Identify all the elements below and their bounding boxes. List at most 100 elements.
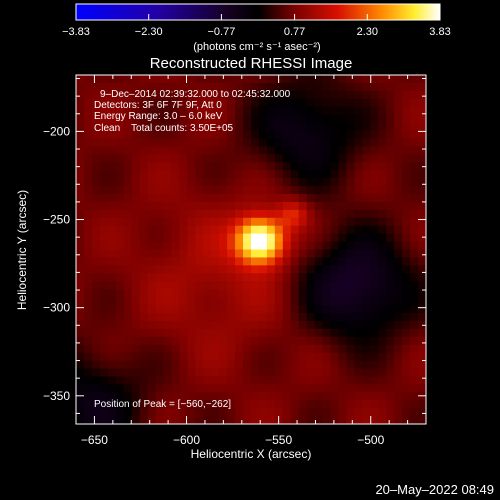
heatmap-cell [418, 344, 426, 354]
heatmap-cell [203, 265, 212, 274]
heatmap-cell [99, 162, 109, 171]
heatmap-cell [187, 416, 196, 424]
heatmap-cell [115, 233, 125, 243]
heatmap-cell [402, 154, 411, 163]
heatmap-cell [251, 257, 260, 266]
heatmap-cell [163, 114, 173, 124]
heatmap-cell [91, 336, 101, 346]
heatmap-cell [235, 186, 244, 195]
heatmap-cell [354, 312, 363, 322]
heatmap-cell [107, 106, 117, 116]
heatmap-cell [378, 297, 387, 306]
heatmap-cell [243, 273, 252, 282]
heatmap-cell [410, 106, 419, 116]
heatmap-cell [179, 273, 188, 282]
heatmap-cell [338, 75, 348, 84]
heatmap-cell [258, 138, 268, 147]
heatmap-cell [298, 186, 308, 195]
heatmap-cell [251, 98, 260, 108]
heatmap-cell [179, 305, 188, 314]
heatmap-cell [306, 289, 316, 298]
heatmap-cell [123, 249, 133, 259]
heatmap-cell [314, 281, 324, 290]
heatmap-cell [338, 368, 348, 378]
heatmap-cell [306, 320, 316, 330]
heatmap-cell [338, 138, 348, 147]
heatmap-cell [115, 193, 125, 203]
heatmap-cell [131, 273, 141, 282]
heatmap-cell [330, 400, 340, 409]
heatmap-cell [147, 233, 157, 243]
heatmap-cell [378, 122, 387, 132]
heatmap-cell [251, 90, 260, 100]
heatmap-cell [195, 241, 204, 251]
heatmap-cell [322, 122, 332, 132]
heatmap-cell [370, 400, 379, 409]
heatmap-cell [139, 178, 149, 187]
heatmap-cell [76, 75, 85, 84]
heatmap-cell [330, 217, 340, 227]
heatmap-cell [155, 106, 165, 116]
heatmap-cell [83, 320, 93, 330]
heatmap-cell [83, 336, 93, 346]
heatmap-cell [99, 344, 109, 354]
heatmap-cell [187, 178, 196, 187]
heatmap-cell [163, 249, 173, 259]
heatmap-cell [298, 257, 308, 266]
heatmap-cell [171, 178, 180, 187]
heatmap-cell [410, 400, 419, 409]
heatmap-cell [123, 376, 133, 385]
heatmap-cell [410, 392, 419, 401]
heatmap-cell [354, 328, 363, 338]
heatmap-cell [330, 297, 340, 306]
heatmap-cell [147, 265, 157, 274]
heatmap-cell [91, 360, 101, 370]
heatmap-cell [274, 114, 284, 124]
heatmap-cell [219, 162, 228, 171]
heatmap-cell [195, 305, 204, 314]
heatmap-cell [83, 241, 93, 251]
heatmap-cell [354, 289, 363, 298]
heatmap-cell [346, 209, 355, 219]
heatmap-cell [266, 106, 276, 116]
heatmap-cell [163, 265, 173, 274]
heatmap-cell [386, 320, 395, 330]
heatmap-cell [266, 376, 276, 385]
heatmap-cell [394, 392, 403, 401]
heatmap-cell [147, 178, 157, 187]
heatmap-cell [274, 98, 284, 108]
heatmap-cell [243, 376, 252, 385]
heatmap-cell [298, 368, 308, 378]
heatmap-cell [227, 265, 236, 274]
heatmap-cell [123, 360, 133, 370]
heatmap-cell [131, 384, 141, 393]
heatmap-cell [76, 186, 85, 195]
heatmap-cell [187, 400, 196, 409]
heatmap-cell [115, 328, 125, 338]
heatmap-cell [274, 305, 284, 314]
heatmap-cell [274, 154, 284, 163]
heatmap-cell [99, 217, 109, 227]
heatmap-cell [131, 336, 141, 346]
heatmap-cell [219, 257, 228, 266]
heatmap-cell [402, 408, 411, 417]
heatmap-cell [219, 114, 228, 124]
heatmap-cell [131, 186, 141, 195]
heatmap-cell [76, 217, 85, 227]
heatmap-cell [155, 90, 165, 100]
heatmap-cell [282, 328, 292, 338]
heatmap-cell [394, 146, 403, 155]
heatmap-cell [195, 154, 204, 163]
heatmap-cell [219, 233, 228, 243]
heatmap-cell [298, 336, 308, 346]
heatmap-cell [115, 249, 125, 259]
heatmap-cell [338, 408, 348, 417]
heatmap-cell [235, 122, 244, 132]
heatmap-cell [107, 408, 117, 417]
heatmap-cell [370, 186, 379, 195]
heatmap-cell [251, 297, 260, 306]
heatmap-cell [171, 312, 180, 322]
heatmap-cell [203, 114, 212, 124]
heatmap-cell [346, 328, 355, 338]
heatmap-cell [211, 376, 220, 385]
